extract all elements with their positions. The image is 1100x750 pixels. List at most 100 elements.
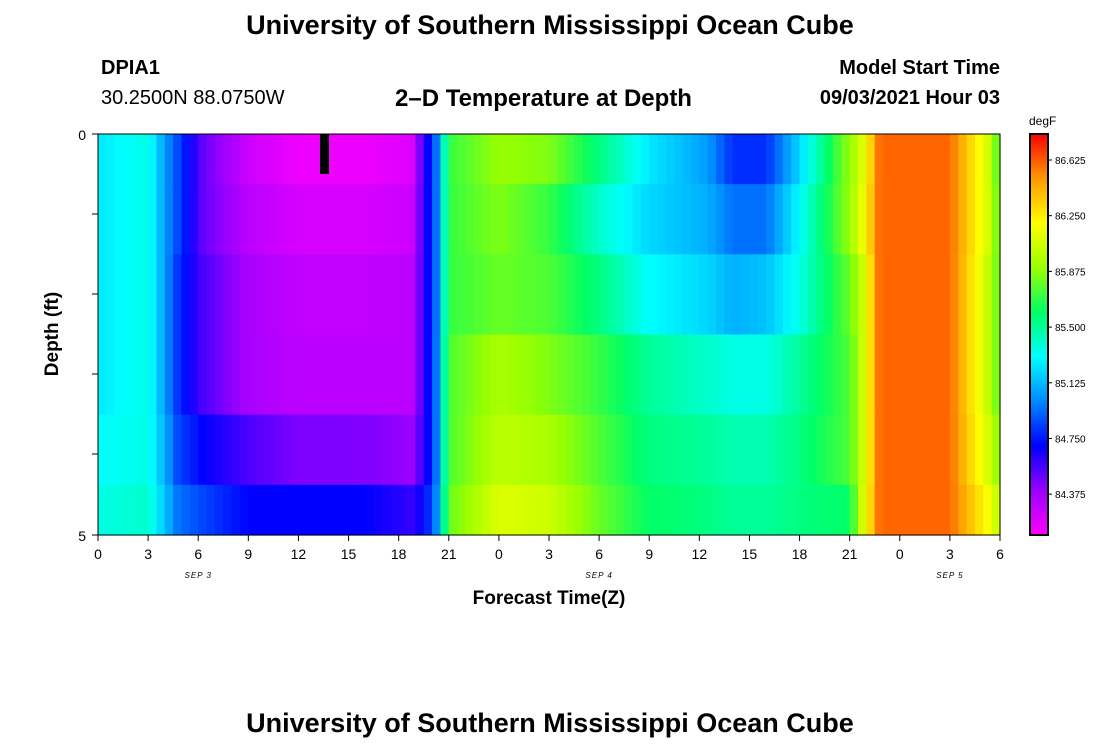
y-tick-label: 0 xyxy=(78,127,86,143)
heatmap-cell xyxy=(574,184,584,255)
heatmap-cell xyxy=(924,134,934,185)
heatmap-cell xyxy=(189,484,199,536)
heatmap-cell xyxy=(707,484,717,536)
heatmap-cell xyxy=(891,334,901,416)
heatmap-cell xyxy=(632,414,642,486)
heatmap-cell xyxy=(674,414,684,486)
heatmap-cell xyxy=(816,414,826,486)
x-tick-label: 18 xyxy=(792,546,808,562)
heatmap-cell xyxy=(298,254,308,336)
heatmap-cell xyxy=(632,334,642,416)
heatmap-cell xyxy=(189,334,199,416)
colorbar-tick-label: 86.625 xyxy=(1055,156,1086,167)
y-axis: 0 5 Depth (ft) xyxy=(42,127,98,544)
heatmap-cell xyxy=(123,414,133,486)
x-tick-label: 9 xyxy=(645,546,653,562)
heatmap-cell xyxy=(549,134,558,185)
heatmap-cell xyxy=(866,414,876,486)
heatmap-cell xyxy=(457,134,467,185)
heatmap-cell xyxy=(206,254,216,336)
heatmap-cell xyxy=(958,254,968,336)
heatmap-cell xyxy=(757,484,767,536)
heatmap-cell xyxy=(549,254,558,336)
colorbar-tick-label: 85.125 xyxy=(1055,379,1086,390)
heatmap-cell xyxy=(440,134,450,185)
heatmap-cell xyxy=(991,134,1001,185)
heatmap-cell xyxy=(749,134,759,185)
heatmap-cell xyxy=(148,134,158,185)
heatmap-cell xyxy=(916,184,926,255)
heatmap-cell xyxy=(849,484,859,536)
heatmap-cell xyxy=(933,254,943,336)
heatmap-cell xyxy=(482,334,492,416)
heatmap-cell xyxy=(841,184,851,255)
heatmap-cell xyxy=(348,414,358,486)
heatmap-cell xyxy=(273,134,283,185)
heatmap-cell xyxy=(799,414,809,486)
date-label: SEP 3 xyxy=(185,571,212,580)
heatmap-cell xyxy=(557,134,567,185)
heatmap-cell xyxy=(407,134,416,185)
heatmap-cell xyxy=(607,484,617,536)
heatmap-cell xyxy=(874,254,884,336)
heatmap-cell xyxy=(306,134,316,185)
heatmap-cell xyxy=(741,134,751,185)
heatmap-cell xyxy=(181,484,191,536)
heatmap-cell xyxy=(507,414,517,486)
heatmap-cell xyxy=(883,254,893,336)
heatmap-cell xyxy=(331,484,341,536)
heatmap-cell xyxy=(507,134,517,185)
heatmap-cell xyxy=(223,334,233,416)
heatmap-cell xyxy=(407,334,416,416)
heatmap-cell xyxy=(732,134,742,185)
heatmap-cell xyxy=(757,254,767,336)
heatmap-cell xyxy=(941,484,951,536)
heatmap-cell xyxy=(373,134,383,185)
heatmap-cell xyxy=(824,334,834,416)
heatmap-cell xyxy=(832,414,842,486)
heatmap-cell xyxy=(716,414,725,486)
heatmap-cell xyxy=(323,484,333,536)
heatmap-cell xyxy=(599,414,609,486)
heatmap-cell xyxy=(323,334,333,416)
x-axis: 0 3 6 9 12 15 18 21 0 3 6 9 12 15 18 21 0 3 6 SEP 3 SEP 4 SEP… xyxy=(94,535,1004,580)
heatmap-cell xyxy=(874,134,884,185)
heatmap-cell xyxy=(273,254,283,336)
heatmap-cell xyxy=(98,414,107,486)
heatmap-cell xyxy=(924,484,934,536)
heatmap-cell xyxy=(599,254,609,336)
heatmap-cell xyxy=(323,254,333,336)
heatmap-cell xyxy=(557,334,567,416)
heatmap-cell xyxy=(290,184,300,255)
heatmap-cell xyxy=(273,334,283,416)
heatmap-cell xyxy=(657,484,667,536)
heatmap-cell xyxy=(498,414,508,486)
heatmap-cell xyxy=(899,414,909,486)
heatmap-cell xyxy=(699,414,709,486)
heatmap-cell xyxy=(490,334,500,416)
heatmap-cell xyxy=(457,334,467,416)
heatmap-cell xyxy=(98,184,107,255)
heatmap-cell xyxy=(766,254,776,336)
heatmap-cell xyxy=(649,184,659,255)
heatmap-cell xyxy=(899,334,909,416)
heatmap-cell xyxy=(490,254,500,336)
heatmap-cell xyxy=(448,334,458,416)
heatmap-cell xyxy=(123,134,133,185)
heatmap-cell xyxy=(749,414,759,486)
heatmap-cell xyxy=(899,184,909,255)
heatmap-cell xyxy=(607,184,617,255)
heatmap-cell xyxy=(941,254,951,336)
heatmap-cell xyxy=(365,134,375,185)
heatmap-cell xyxy=(791,134,801,185)
heatmap-cell xyxy=(457,414,467,486)
heatmap-cell xyxy=(290,484,300,536)
footer-title: University of Southern Mississippi Ocean… xyxy=(246,708,854,738)
heatmap-cell xyxy=(941,184,951,255)
heatmap-cell xyxy=(766,184,776,255)
heatmap-cell xyxy=(791,254,801,336)
heatmap-cell xyxy=(582,414,592,486)
heatmap-cell xyxy=(381,334,391,416)
heatmap-cell xyxy=(849,334,859,416)
heatmap-cell xyxy=(298,134,308,185)
